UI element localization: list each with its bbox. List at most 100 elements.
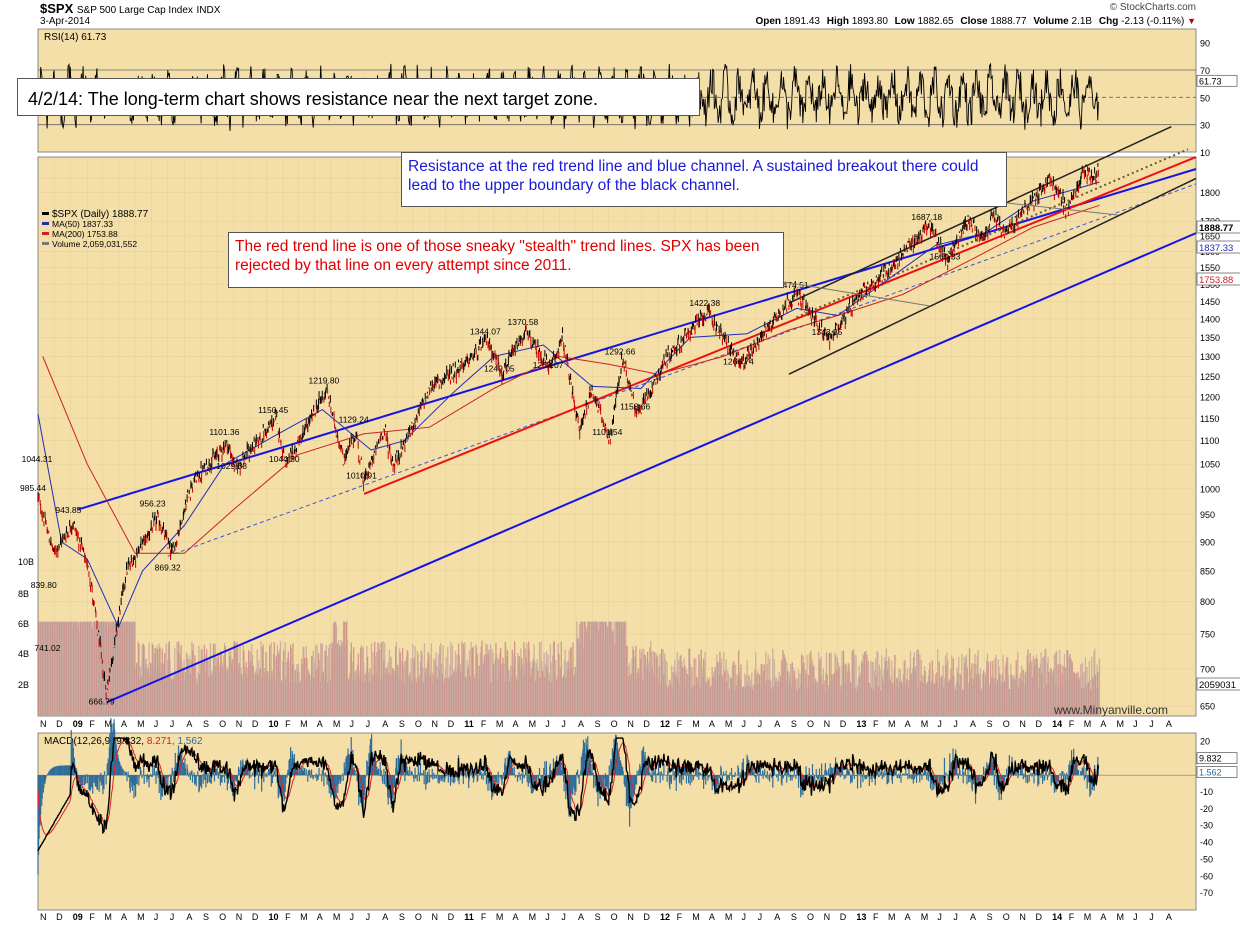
volume-bar [426, 674, 428, 716]
volume-bar [281, 680, 283, 716]
volume-bar [1006, 657, 1008, 716]
volume-bar [552, 655, 554, 716]
price-tick-label: 1050 [1200, 460, 1220, 470]
volume-bar [821, 675, 823, 716]
volume-bar [478, 680, 480, 716]
volume-bar [244, 673, 247, 716]
volume-bar [121, 621, 123, 716]
volume-bar [833, 673, 835, 716]
volume-bar [713, 675, 716, 716]
volume-bar [447, 646, 449, 716]
volume-bar [733, 661, 735, 716]
volume-bar [945, 665, 947, 716]
volume-bar [290, 647, 293, 716]
volume-bar [527, 641, 530, 716]
volume-bar [924, 670, 926, 716]
volume-bar [757, 670, 759, 716]
volume-bar [1026, 655, 1028, 716]
volume-bar [80, 624, 83, 716]
price-annotation: 1474.51 [778, 280, 809, 290]
volume-bar [316, 644, 318, 716]
x-tick-label-price: M [300, 719, 308, 729]
volume-bar [682, 669, 685, 716]
volume-bar [1075, 673, 1077, 716]
volume-bar [653, 676, 655, 716]
volume-bar [838, 668, 840, 716]
volume-bar [1085, 686, 1087, 716]
volume-bar [835, 670, 838, 716]
volume-bar [270, 642, 272, 716]
volume-bar [92, 621, 94, 716]
volume-bar [412, 644, 414, 716]
volume-bar [549, 644, 552, 716]
volume-bar [957, 672, 959, 716]
volume-bar [558, 653, 560, 716]
volume-bar [889, 680, 891, 716]
volume-bar [690, 688, 692, 716]
volume-bar [468, 664, 470, 716]
volume-bar [376, 652, 378, 716]
volume-bar [625, 621, 627, 716]
volume-bar [775, 681, 777, 716]
volume-bar [712, 676, 714, 716]
x-tick-label-price: J [349, 719, 354, 729]
volume-bar [1028, 672, 1030, 716]
volume-bar [666, 661, 668, 716]
x-tick-label-macd: J [545, 912, 550, 922]
volume-bar [349, 673, 351, 716]
volume-bar [567, 661, 569, 716]
volume-bar [797, 669, 800, 716]
volume-bar [723, 671, 726, 716]
callout-leader-red [783, 281, 931, 307]
volume-bar [245, 661, 247, 716]
volume-bar [993, 679, 995, 716]
volume-bar [457, 643, 460, 716]
volume-bar [976, 655, 979, 716]
volume-bar [441, 673, 443, 716]
volume-bar [814, 678, 817, 716]
volume-bar [295, 681, 297, 716]
main-annotation: 4/2/14: The long-term chart shows resist… [17, 78, 700, 116]
x-tick-label-price: M [1116, 719, 1124, 729]
volume-bar [510, 665, 512, 716]
volume-bar [130, 621, 132, 716]
volume-bar [704, 651, 706, 716]
volume-bar [426, 661, 429, 716]
volume-bar [443, 677, 446, 716]
volume-bar [223, 642, 226, 716]
volume-bar [429, 654, 431, 716]
volume-bar [1065, 681, 1067, 716]
volume-bar [1016, 674, 1018, 716]
volume-bar [149, 674, 151, 716]
volume-bar [1088, 661, 1091, 716]
volume-bar [993, 678, 996, 716]
volume-bar [659, 653, 661, 716]
volume-bar [262, 643, 265, 716]
volume-bar [535, 663, 538, 716]
volume-bar [251, 643, 253, 716]
volume-bar [849, 682, 852, 716]
volume-bar [49, 621, 51, 716]
volume-bar [828, 653, 831, 716]
volume-bar [324, 651, 326, 716]
volume-bar [297, 663, 300, 716]
volume-bar [574, 666, 576, 716]
legend-label: $SPX (Daily) 1888.77 [52, 209, 149, 220]
x-tick-label-macd: D [252, 912, 259, 922]
volume-bar [602, 621, 604, 716]
volume-bar [1060, 685, 1063, 716]
macd-tick-label: -30 [1200, 821, 1213, 831]
macd-tick-label: -20 [1200, 804, 1213, 814]
volume-bar [332, 623, 335, 716]
volume-bar [1078, 679, 1080, 716]
volume-bar [902, 674, 905, 716]
volume-bar [56, 621, 58, 716]
volume-bar [886, 661, 888, 716]
volume-bar [912, 667, 914, 716]
volume-bar [1014, 679, 1016, 716]
volume-bar [615, 621, 617, 716]
x-tick-label-price: F [285, 719, 291, 729]
volume-bar [46, 621, 48, 716]
volume-bar [834, 652, 836, 716]
volume-bar [387, 672, 390, 716]
